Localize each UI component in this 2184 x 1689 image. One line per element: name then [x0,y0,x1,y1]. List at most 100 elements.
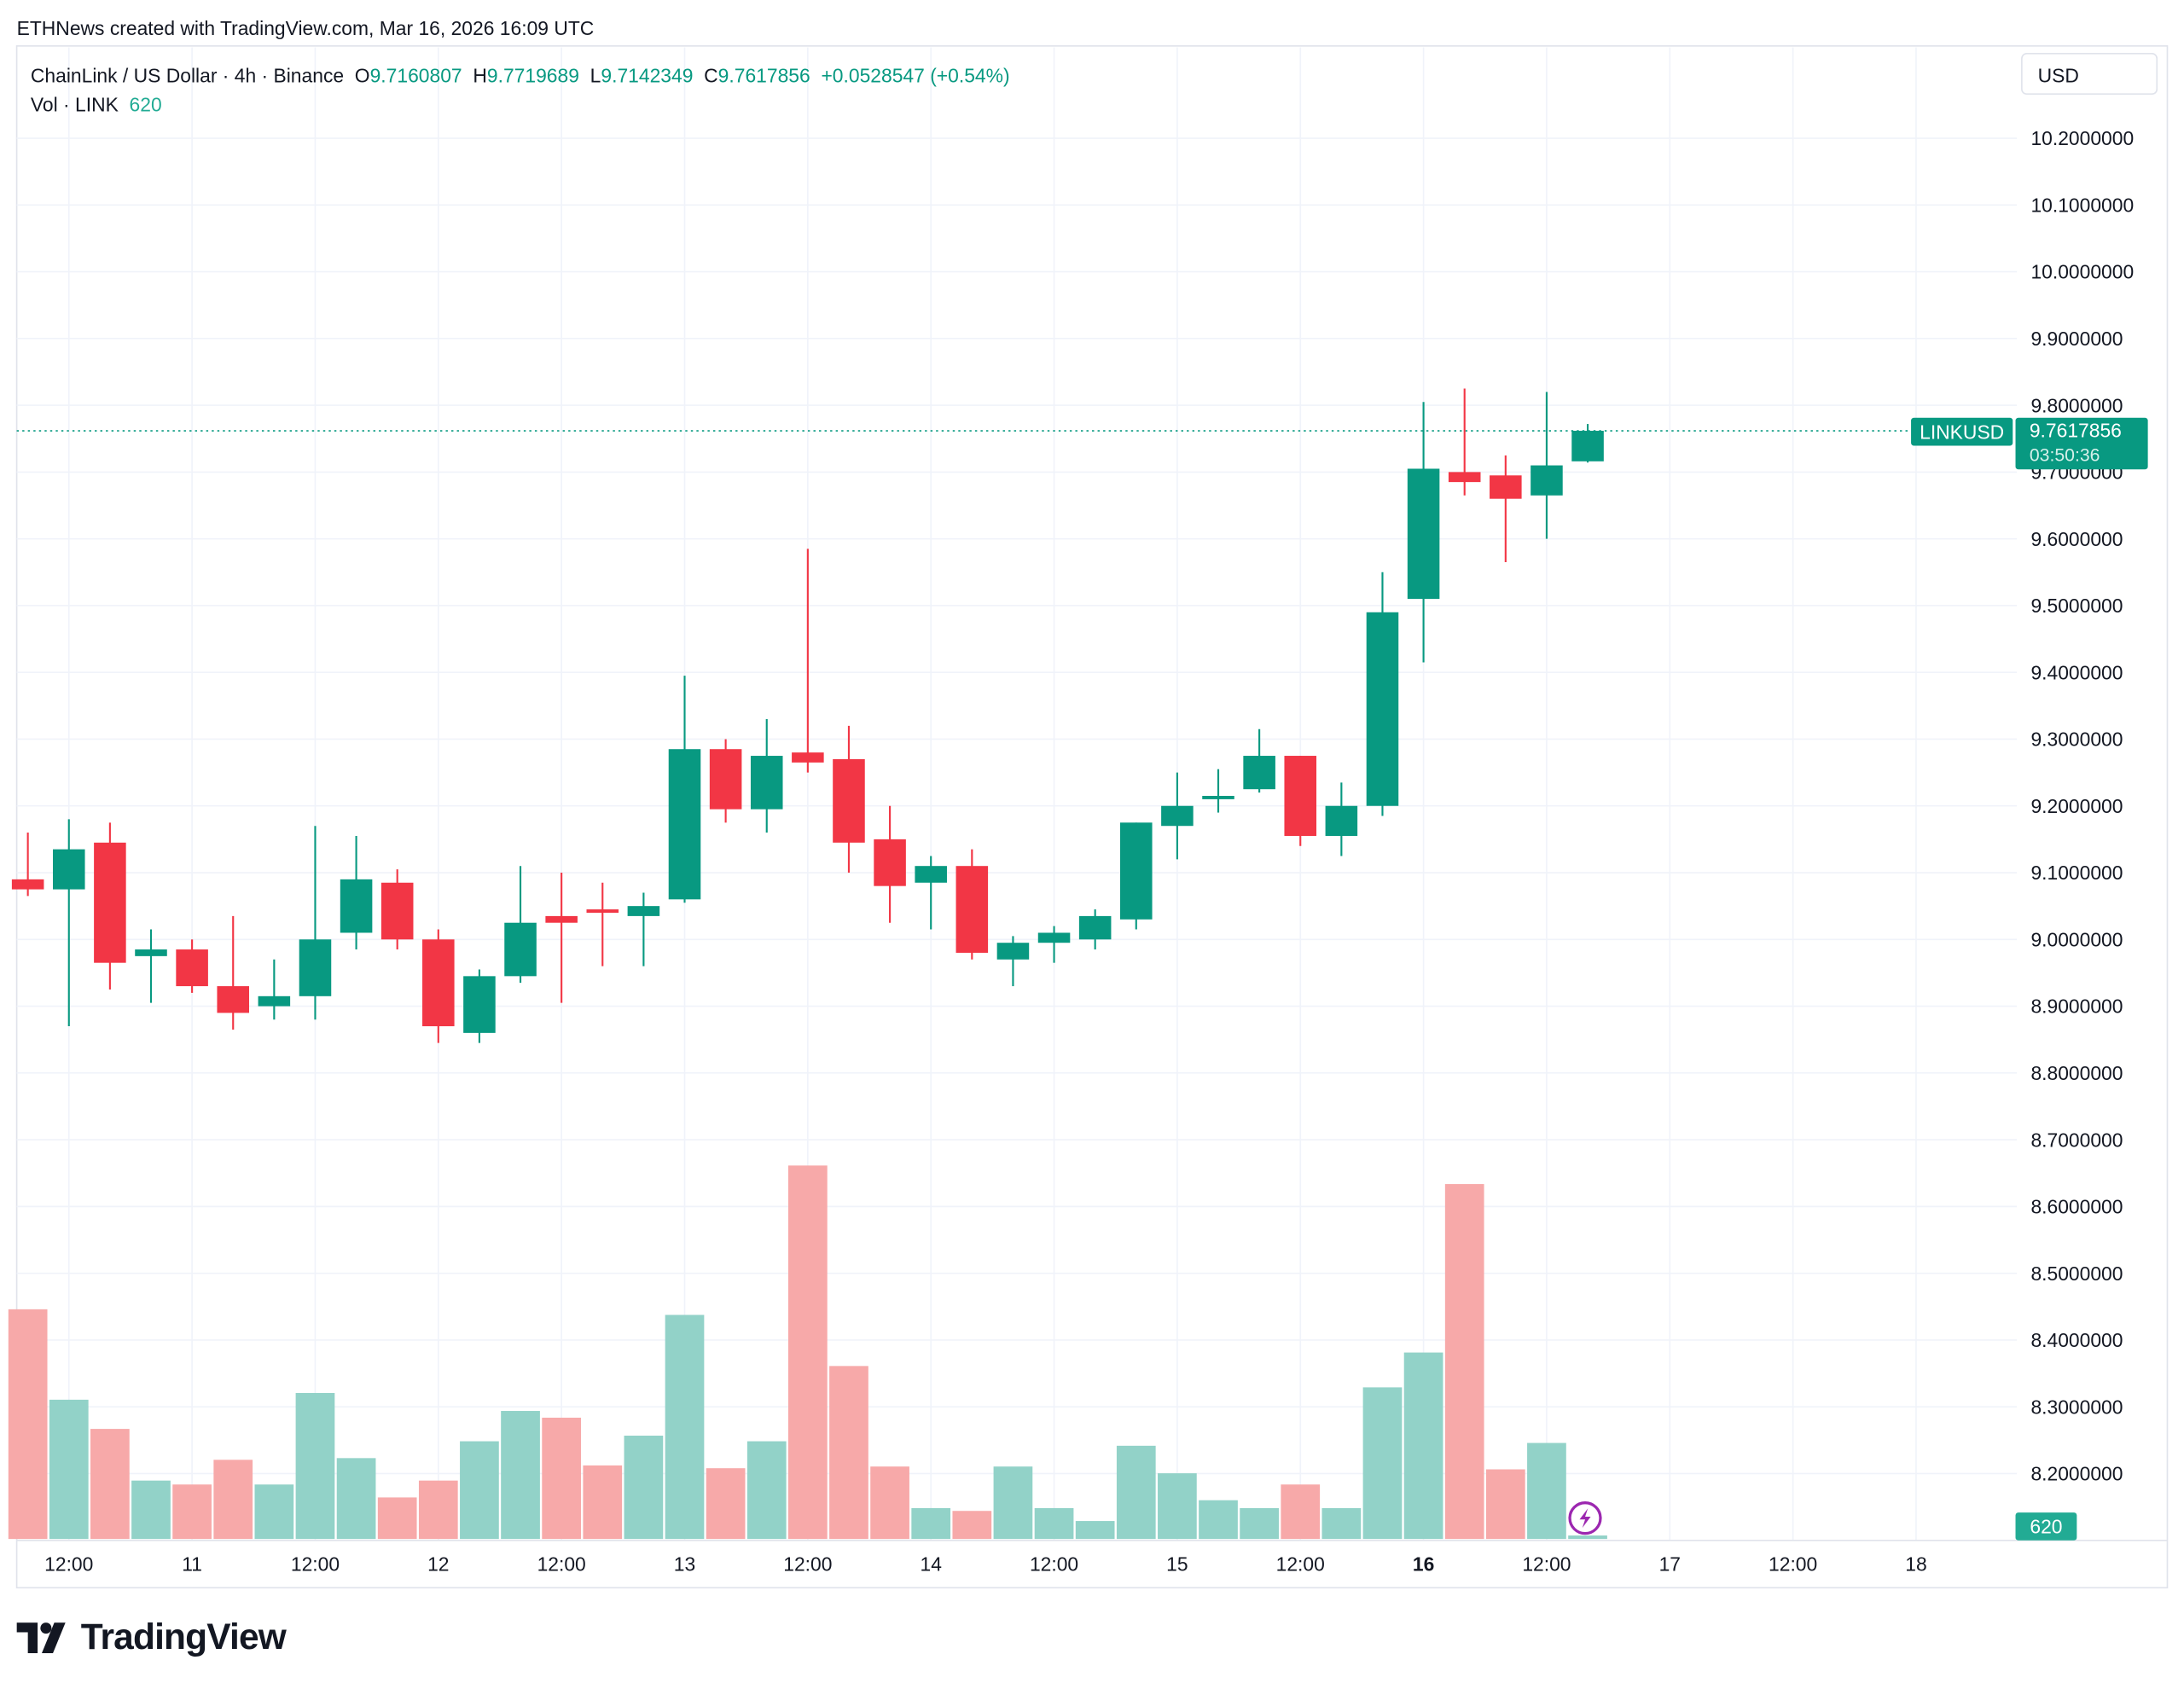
time-tick-label: 12:00 [783,1553,832,1576]
price-tick-label: 9.1000000 [2030,862,2123,884]
volume-bar [583,1465,623,1540]
candle-body [504,922,537,977]
price-tick-label: 8.2000000 [2030,1463,2123,1485]
candle-body [586,909,619,913]
price-tick-label: 8.3000000 [2030,1396,2123,1418]
price-tick-label: 9.4000000 [2030,661,2123,683]
price-tick-label: 9.5000000 [2030,595,2123,617]
volume-bars [8,1165,1607,1540]
candle-body [1284,756,1317,836]
symbol-title[interactable]: ChainLink / US Dollar · 4h · Binance [30,64,345,87]
volume-bar [706,1468,746,1540]
volume-bar [336,1458,376,1540]
candle-body [1325,805,1358,836]
volume-bar [1527,1442,1566,1540]
candle-body [915,866,947,883]
volume-bar [1321,1507,1362,1540]
volume-bar [295,1392,335,1540]
candle-body [1202,796,1234,799]
low-value: 9.7142349 [601,64,694,87]
last-price: 9.7617856 [2029,419,2122,442]
volume-bar [131,1480,171,1540]
volume-bar [1199,1500,1238,1540]
volume-bar [1075,1521,1115,1540]
tradingview-logo[interactable]: TradingView [16,1616,287,1659]
time-tick-label: 12:00 [1030,1553,1078,1576]
currency-button[interactable]: USD [2021,53,2158,96]
candle-body [1448,472,1481,483]
volume-bar [1485,1469,1525,1540]
volume-bar [172,1484,212,1540]
price-tick-label: 8.9000000 [2030,995,2123,1018]
candle-body [299,939,332,996]
candle-body [258,995,291,1007]
caption: ETHNews created with TradingView.com, Ma… [16,16,595,39]
candle-body [380,882,414,940]
volume-bar [1403,1352,1443,1540]
time-tick-label: 16 [1413,1553,1434,1576]
price-tick-label: 8.6000000 [2030,1196,2123,1218]
volume-bar [501,1411,540,1540]
price-tick-label: 8.5000000 [2030,1262,2123,1285]
price-tick-label: 8.4000000 [2030,1329,2123,1351]
high-label: H [473,64,487,87]
time-tick-label: 12:00 [44,1553,93,1576]
time-tick-label: 12:00 [537,1553,586,1576]
time-tick-label: 12:00 [1769,1553,1817,1576]
candle-body [1571,431,1604,461]
close-label: C [704,64,718,87]
open-label: O [354,64,370,87]
price-tick-label: 9.0000000 [2030,928,2123,950]
lightning-bolt-icon [1579,1508,1591,1529]
close-value: 9.7617856 [717,64,810,87]
volume-bar [1116,1445,1156,1540]
volume-bar [49,1399,89,1540]
volume-bar [1240,1507,1279,1540]
grid [16,47,2168,1541]
price-tick-label: 8.8000000 [2030,1062,2123,1084]
volume-tag: 620 [2015,1512,2077,1541]
candle-body [627,906,660,916]
volume-bar [377,1497,417,1540]
candle-body [176,949,208,987]
open-value: 9.7160807 [369,64,462,87]
volume-bar [90,1429,130,1540]
volume-bar [1158,1473,1197,1540]
volume-bar [1034,1507,1074,1540]
bar-countdown: 03:50:36 [2029,444,2100,466]
candle-body [996,943,1030,960]
time-axis: 12:00 11 12:00 12 12:00 13 12:00 14 12:00 15 12:00… [44,1553,1927,1576]
last-price-tag: 9.7617856 03:50:36 [2015,417,2148,470]
candle-body [1366,612,1399,806]
candle-body [1078,915,1112,940]
high-value: 9.7719689 [486,64,579,87]
time-tick-label: 11 [182,1553,202,1576]
candle-body [1490,475,1522,499]
candle-body [94,842,126,963]
volume-bar [665,1315,705,1540]
candle-body [422,939,455,1027]
volume-value: 620 [129,93,162,116]
price-tick-label: 9.6000000 [2030,528,2123,550]
volume-bar [746,1441,787,1540]
alert-button[interactable] [1568,1501,1602,1535]
candle-body [668,749,701,900]
ohlc-legend: ChainLink / US Dollar · 4h · Binance O9.… [31,64,1010,86]
candle-body [52,849,85,890]
tradingview-logo-icon [16,1622,66,1653]
time-tick-label: 18 [1905,1553,1926,1576]
candle-body [217,986,250,1013]
volume-bar [213,1460,253,1540]
time-tick-label: 17 [1659,1553,1681,1576]
price-tick-label: 10.1000000 [2030,194,2134,216]
time-tick-label: 13 [674,1553,695,1576]
price-axis: 10.2000000 10.1000000 10.0000000 9.9000000 9… [2030,127,2134,1484]
candle-body [1161,805,1194,827]
volume-bar [254,1484,294,1540]
volume-label[interactable]: Vol · LINK [30,93,119,116]
volume-bar [870,1466,909,1540]
candle-body [792,752,824,763]
volume-bar [460,1441,499,1540]
